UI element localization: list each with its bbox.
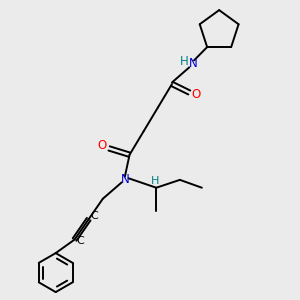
Text: C: C — [90, 211, 98, 221]
Text: C: C — [76, 236, 84, 246]
Text: N: N — [189, 57, 197, 70]
Text: O: O — [98, 140, 107, 152]
Text: H: H — [151, 176, 159, 186]
Text: H: H — [180, 55, 189, 68]
Text: N: N — [121, 173, 129, 186]
Text: O: O — [191, 88, 200, 101]
